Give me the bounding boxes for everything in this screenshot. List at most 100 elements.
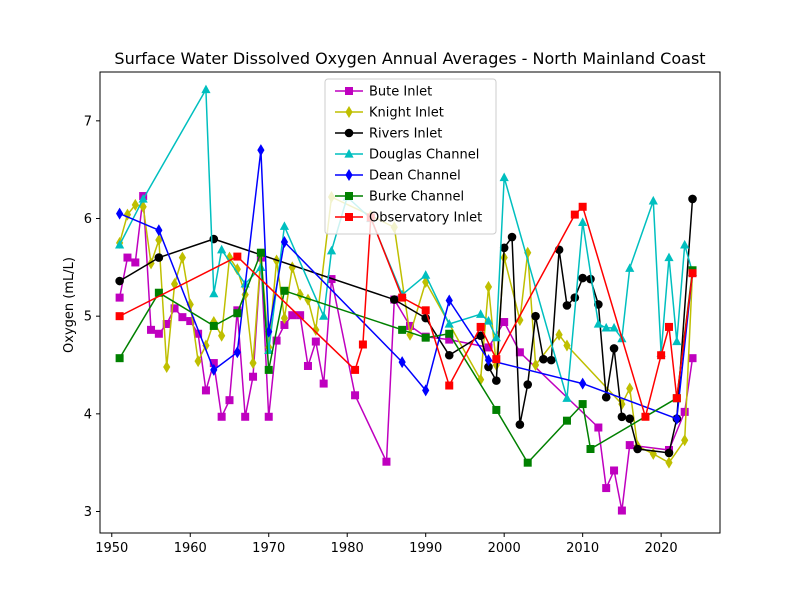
data-point — [562, 416, 571, 425]
data-point — [241, 412, 250, 421]
data-point — [319, 311, 329, 320]
data-point — [178, 251, 187, 264]
x-tick-label: 2000 — [488, 541, 521, 556]
data-point — [209, 321, 218, 330]
data-point — [186, 317, 195, 326]
data-point — [673, 412, 681, 425]
data-point — [154, 329, 163, 338]
data-point — [421, 333, 430, 342]
data-point — [264, 345, 274, 354]
data-point — [500, 318, 509, 327]
series-dean-channel — [116, 144, 697, 425]
data-point — [492, 355, 501, 364]
data-point — [303, 361, 312, 370]
data-point — [445, 294, 453, 307]
x-tick-label: 1960 — [174, 541, 207, 556]
data-point — [311, 337, 320, 346]
data-point — [115, 293, 124, 302]
data-point — [664, 252, 674, 262]
data-point — [523, 458, 532, 467]
data-point — [115, 312, 124, 321]
data-point — [296, 311, 305, 320]
data-point — [523, 380, 533, 389]
axes-layer: 1950 1960 1970 1980 1990 2000 2010 2020 3 4 5 6 7 — [84, 71, 721, 556]
data-point — [601, 322, 611, 332]
data-point — [115, 239, 125, 249]
data-point — [382, 457, 391, 466]
data-point — [445, 335, 454, 344]
legend-label: Knight Inlet — [369, 106, 444, 121]
data-point — [563, 339, 571, 352]
data-point — [155, 224, 163, 237]
data-point — [421, 306, 430, 315]
data-point — [524, 246, 532, 259]
data-point — [680, 407, 689, 416]
data-point — [264, 412, 273, 421]
data-point — [688, 354, 697, 363]
data-point — [609, 322, 619, 332]
data-point — [491, 332, 501, 342]
data-point — [131, 258, 140, 267]
data-point — [515, 348, 524, 357]
data-point — [280, 312, 289, 325]
data-point — [578, 217, 588, 227]
data-point — [688, 269, 697, 278]
data-point — [202, 339, 210, 352]
y-tick-label: 3 — [84, 505, 92, 520]
x-tick-label: 1950 — [95, 541, 128, 556]
legend: Bute Inlet Knight Inlet Rivers Inlet Dougla… — [324, 78, 497, 235]
data-point — [484, 280, 493, 293]
data-point — [225, 396, 234, 405]
data-point — [618, 398, 626, 411]
data-point — [672, 394, 681, 403]
data-point — [516, 314, 524, 327]
data-point — [209, 234, 219, 244]
data-point — [210, 363, 218, 376]
data-point — [201, 386, 210, 395]
data-point — [531, 311, 540, 321]
chart-title: Surface Water Dissolved Oxygen Annual Av… — [114, 49, 705, 68]
legend-item: Dean Channel — [335, 169, 461, 184]
x-tick-label: 1970 — [252, 541, 285, 556]
y-axis-label: Oxygen (mL/L) — [62, 257, 77, 353]
data-point — [477, 373, 485, 386]
data-point — [680, 239, 690, 249]
data-point — [296, 288, 304, 301]
data-point — [194, 355, 202, 368]
data-point — [194, 329, 203, 338]
y-tick-label: 7 — [84, 114, 92, 129]
plot-frame — [99, 71, 721, 534]
data-point — [593, 318, 603, 328]
data-point — [116, 207, 124, 220]
y-tick-label: 4 — [84, 407, 92, 422]
legend-label: Bute Inlet — [369, 85, 432, 100]
data-point — [280, 286, 289, 295]
data-point — [484, 354, 493, 367]
data-point — [422, 384, 430, 397]
data-point — [445, 329, 454, 338]
data-point — [115, 276, 124, 286]
data-point — [178, 313, 187, 322]
data-point — [672, 336, 682, 346]
data-point — [218, 329, 226, 342]
data-point — [664, 448, 674, 458]
data-point — [249, 357, 257, 370]
data-point — [217, 244, 227, 254]
data-point — [154, 288, 163, 297]
data-point — [398, 356, 406, 369]
series-layer — [115, 84, 698, 515]
legend-item: Rivers Inlet — [335, 127, 442, 142]
data-point — [633, 444, 642, 454]
data-point — [288, 261, 296, 274]
data-point — [154, 253, 164, 262]
data-point — [288, 311, 297, 320]
data-point — [257, 144, 265, 157]
data-point — [233, 263, 241, 276]
data-point — [201, 84, 211, 94]
legend-swatch-marker — [345, 169, 353, 181]
data-point — [688, 194, 697, 204]
data-point — [570, 293, 580, 302]
data-point — [476, 322, 485, 331]
data-point — [484, 343, 493, 352]
